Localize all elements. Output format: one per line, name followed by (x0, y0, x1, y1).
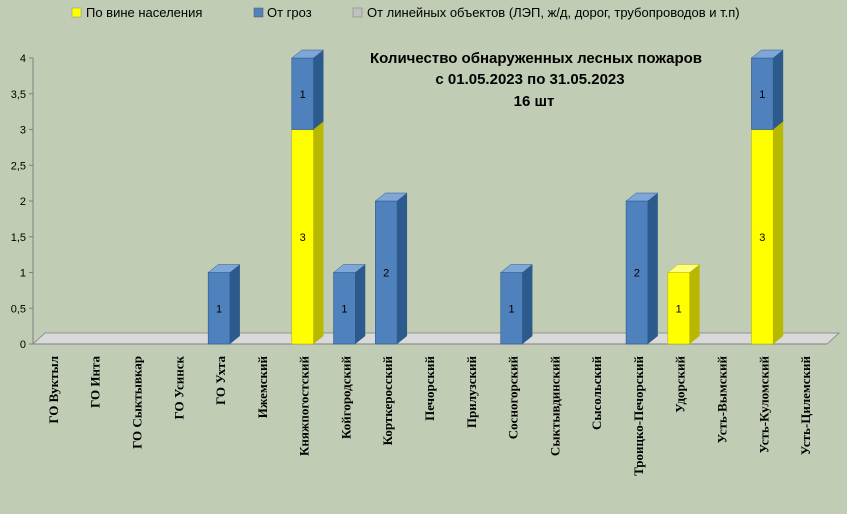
legend-item-population: По вине населения (71, 5, 202, 20)
x-axis-category-labels: ГО Вуктыл ГО Инта ГО Сыктывкар ГО Усинск ГО … (46, 355, 813, 475)
bar-top (500, 264, 534, 273)
bar-value-label: 1 (676, 303, 682, 315)
x-category-label: ГО Инта (88, 356, 103, 408)
x-category-label: Сысольский (589, 355, 604, 430)
x-category-label: Усть-Цилемский (798, 355, 813, 455)
bar-side (313, 121, 324, 344)
x-category-label: ГО Усинск (171, 356, 186, 420)
legend-label-thunderstorm: От гроз (267, 5, 312, 20)
bar-segment (332, 264, 366, 345)
x-category-label: Княжпогостский (297, 356, 312, 457)
bar-top (207, 264, 241, 273)
chart-title-line-1: Количество обнаруженных лесных пожаров (370, 50, 702, 67)
x-category-label: Троицко-Печорский (631, 356, 646, 476)
y-tick-label: 0 (20, 339, 26, 351)
y-tick-label: 1 (20, 268, 26, 280)
floor (31, 332, 841, 345)
x-category-label: ГО Вуктыл (46, 356, 61, 424)
legend: По вине населения От гроз От линейных об… (71, 5, 740, 20)
legend-item-thunderstorm: От гроз (253, 5, 312, 20)
y-tick-label: 2 (20, 196, 26, 208)
y-tick-label: 3,5 (11, 89, 26, 101)
legend-label-linear-objects: От линейных объектов (ЛЭП, ж/д, дорог, т… (367, 5, 740, 20)
bar-side (773, 121, 784, 344)
chart-title-line-2: с 01.05.2023 по 31.05.2023 (435, 71, 624, 88)
bar-value-label: 1 (759, 89, 765, 101)
legend-swatch-linear-objects (352, 7, 363, 18)
x-category-label: Сыктывдинский (547, 355, 562, 456)
x-category-label: ГО Сыктывкар (129, 356, 144, 449)
bar-top (374, 192, 408, 202)
x-category-label: Сосногорский (506, 355, 521, 439)
legend-label-population: По вине населения (86, 5, 202, 20)
legend-swatch-population (71, 7, 82, 18)
bar-side (689, 264, 700, 344)
bar-segment (374, 192, 408, 345)
bar-value-label: 1 (509, 303, 515, 315)
chart-title: Количество обнаруженных лесных пожаров с… (370, 50, 702, 110)
x-category-label: Усть-Вымский (715, 355, 730, 443)
bar-side (229, 264, 240, 344)
bar-side (773, 50, 784, 130)
chart-title-line-3: 16 шт (514, 93, 555, 110)
bar-side (313, 50, 324, 130)
bar-top (332, 264, 366, 273)
x-category-label: Усть-Куломский (756, 355, 771, 453)
x-category-label: ГО Ухта (213, 356, 228, 406)
bar-segment (207, 264, 241, 345)
y-tick-label: 3 (20, 125, 26, 137)
y-tick-label: 2,5 (11, 160, 26, 172)
back-wall (33, 51, 45, 344)
bar-segment (291, 121, 325, 345)
bar-value-label: 3 (300, 232, 306, 244)
bar-segment (750, 49, 784, 130)
legend-swatch-thunderstorm (253, 7, 264, 18)
y-tick-label: 1,5 (11, 232, 26, 244)
bar-top (667, 264, 701, 273)
y-tick-label: 0,5 (11, 303, 26, 315)
bars (207, 49, 784, 345)
bar-value-label: 1 (341, 303, 347, 315)
bar-segment (291, 49, 325, 130)
bar-value-label: 2 (634, 268, 640, 280)
x-category-label: Корткеросский (380, 355, 395, 445)
y-tick-label: 4 (20, 53, 26, 65)
bar-segment (750, 121, 784, 345)
bar-side (522, 264, 533, 344)
bar-top (625, 192, 659, 202)
plot-frame (31, 51, 841, 345)
bar-segment (625, 192, 659, 345)
x-category-label: Прилузский (464, 355, 479, 428)
bar-value-label: 2 (383, 268, 389, 280)
x-category-label: Койгородский (338, 356, 353, 440)
x-category-label: Ижемский (255, 355, 270, 418)
bar-top (750, 49, 784, 59)
y-axis-ticks: 0 0,5 1 1,5 2 2,5 3 3,5 4 (11, 53, 33, 351)
bar-side (647, 193, 658, 344)
bar-side (355, 264, 366, 344)
bar-value-label: 3 (759, 232, 765, 244)
bar-segment (500, 264, 534, 345)
bar-value-label: 1 (216, 303, 222, 315)
bar-value-label: 1 (300, 89, 306, 101)
legend-item-linear-objects: От линейных объектов (ЛЭП, ж/д, дорог, т… (352, 5, 740, 20)
value-labels: 1 3 1 1 2 1 2 1 3 1 (216, 89, 765, 316)
bar-top (291, 49, 325, 59)
x-category-label: Удорский (673, 355, 688, 412)
bar-side (397, 193, 408, 344)
x-category-label: Печорский (422, 356, 437, 421)
bar-segment (667, 264, 701, 345)
